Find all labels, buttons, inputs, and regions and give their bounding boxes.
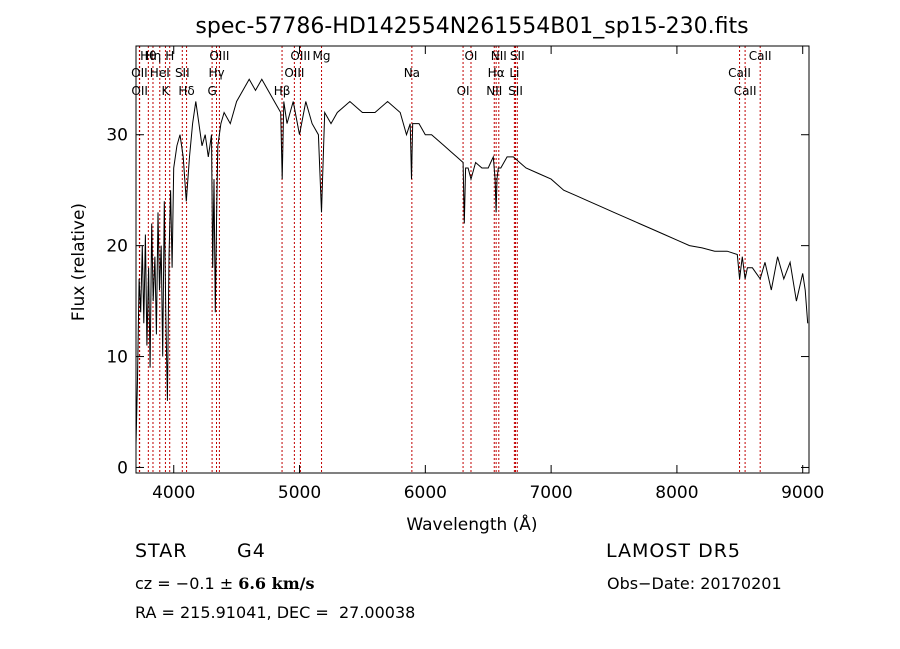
line-label-12: OIII: [290, 49, 310, 63]
line-label-10: Hγ: [208, 66, 224, 80]
line-label-19: Hα: [488, 66, 505, 80]
x-tick-label-3: 7000: [529, 483, 572, 503]
object-subclass: G4: [237, 540, 266, 562]
line-label-4: HeI: [150, 66, 170, 80]
line-label-23: SII: [508, 84, 523, 98]
spectral-line-markers: [138, 46, 761, 473]
line-label-8: Hδ: [178, 84, 194, 98]
line-label-13: OIII: [284, 66, 304, 80]
x-tick-label-1: 5000: [278, 483, 321, 503]
observation-date: Obs−Date: 20170201: [607, 574, 782, 593]
survey-name: LAMOST DR5: [606, 540, 741, 562]
y-tick-label-3: 30: [106, 126, 128, 146]
y-tick-label-1: 10: [106, 348, 128, 368]
plot-frame: [135, 45, 810, 474]
line-label-6: H: [165, 49, 174, 63]
object-class: STAR: [135, 540, 188, 562]
line-label-7: SII: [175, 66, 190, 80]
velocity-prefix: cz =: [135, 574, 176, 593]
y-axis-label: Flux (relative): [69, 203, 89, 321]
velocity-error: 6.6 km/s: [238, 574, 315, 593]
chart-title: spec-57786-HD142554N261554B01_sp15-230.f…: [195, 14, 748, 39]
x-tick-label-5: 9000: [781, 483, 824, 503]
line-label-18: OI: [464, 49, 477, 63]
line-label-21: NII: [491, 49, 507, 63]
line-label-15: Mg: [313, 49, 331, 63]
line-label-2: OII: [131, 84, 148, 98]
spectral-line-labels: HθOIIOIIHηHeIKHSIIHδOIIIHγGOIIIOIIIHβMgN…: [131, 49, 771, 98]
line-label-9: OIII: [209, 49, 229, 63]
line-label-24: SII: [510, 49, 525, 63]
line-label-17: OI: [457, 84, 470, 98]
x-tick-label-2: 6000: [404, 483, 447, 503]
line-label-0: Hθ: [140, 49, 156, 63]
line-label-27: CaII: [749, 49, 772, 63]
velocity-value: −0.1: [175, 574, 215, 593]
y-tick-label-0: 0: [117, 458, 128, 478]
line-label-26: CaII: [734, 84, 757, 98]
y-tick-label-2: 20: [106, 237, 128, 257]
velocity-readout: cz = −0.1 ± 6.6 km/s: [135, 574, 315, 593]
line-label-25: CaII: [728, 66, 751, 80]
line-label-16: Na: [404, 66, 420, 80]
x-axis-ticks: 4000 5000 6000 7000 8000 9000: [152, 46, 824, 503]
spectrum-series-line: [135, 78, 809, 446]
velocity-plus-minus: ±: [214, 574, 239, 593]
line-label-3: Hη: [145, 49, 162, 63]
line-label-5: K: [161, 84, 170, 98]
y-axis-ticks: 0 10 20 30: [106, 126, 809, 478]
line-label-1: OII: [131, 66, 148, 80]
line-label-20: NII: [486, 84, 502, 98]
line-label-11: G: [207, 84, 216, 98]
x-tick-label-0: 4000: [152, 483, 195, 503]
x-tick-label-4: 8000: [655, 483, 698, 503]
line-label-14: Hβ: [274, 84, 291, 98]
coordinates: RA = 215.91041, DEC = 27.00038: [135, 603, 416, 622]
line-label-22: Li: [509, 66, 519, 80]
x-axis-label: Wavelength (Å): [406, 513, 537, 535]
